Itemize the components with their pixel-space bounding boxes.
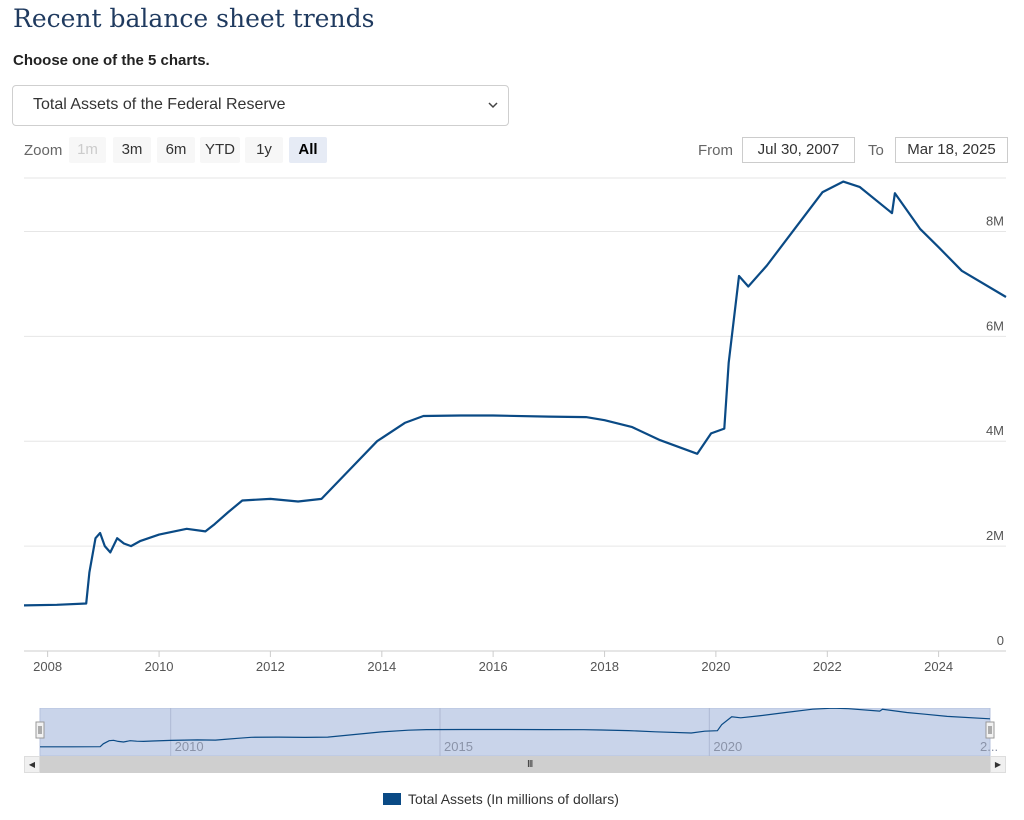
total-assets-series-line: [23, 180, 1007, 607]
x-tick-label: 2010: [145, 659, 174, 674]
zoom-1m-button[interactable]: 1m: [69, 137, 106, 163]
chart-legend[interactable]: Total Assets (In millions of dollars): [383, 791, 619, 807]
x-tick-label: 2012: [256, 659, 285, 674]
y-tick-label: 0: [997, 633, 1004, 648]
legend-swatch: [383, 793, 401, 805]
zoom-label: Zoom: [24, 142, 63, 159]
range-to-input[interactable]: Mar 18, 2025: [895, 137, 1008, 163]
zoom-ytd-button[interactable]: YTD: [200, 137, 240, 163]
chart-select-value: Total Assets of the Federal Reserve: [33, 96, 286, 113]
y-tick-label: 4M: [986, 423, 1004, 438]
chart-select[interactable]: Total Assets of the Federal Reserve: [12, 85, 509, 126]
navigator-tick-label: 2020: [713, 739, 742, 754]
line-chart: 0 2M 4M 6M 8M 2008 2010 2012 2014 2016 2018 2020 202…: [23, 177, 1007, 674]
x-tick-label: 2008: [33, 659, 62, 674]
scroll-left-arrow-icon[interactable]: ◀: [24, 756, 40, 773]
y-tick-label: 2M: [986, 528, 1004, 543]
zoom-6m-button[interactable]: 6m: [157, 137, 195, 163]
y-tick-label: 6M: [986, 318, 1004, 333]
scrollbar-grip-icon: III: [527, 759, 533, 770]
navigator-scrollbar[interactable]: ◀ III ▶: [24, 756, 1006, 773]
x-tick-label: 2020: [701, 659, 730, 674]
chevron-down-icon: [488, 102, 498, 109]
x-tick-label: 2018: [590, 659, 619, 674]
page-title: Recent balance sheet trends: [13, 4, 375, 33]
navigator-right-handle[interactable]: [985, 721, 995, 739]
scroll-right-arrow-icon[interactable]: ▶: [990, 756, 1006, 773]
x-tick-label: 2014: [367, 659, 396, 674]
scrollbar-thumb[interactable]: III: [40, 756, 990, 773]
range-to-label: To: [868, 142, 884, 159]
range-from-label: From: [698, 142, 733, 159]
y-tick-label: 8M: [986, 213, 1004, 228]
range-from-input[interactable]: Jul 30, 2007: [742, 137, 855, 163]
x-tick-label: 2022: [813, 659, 842, 674]
navigator-series-line: [40, 708, 991, 748]
chart-chooser-label: Choose one of the 5 charts.: [13, 52, 210, 69]
x-tick-label: 2016: [479, 659, 508, 674]
range-navigator[interactable]: 2010 2015 2020 2...: [24, 708, 1006, 756]
legend-label: Total Assets (In millions of dollars): [408, 791, 619, 807]
zoom-all-button[interactable]: All: [289, 137, 327, 163]
navigator-tick-label: 2...: [980, 739, 998, 754]
zoom-1y-button[interactable]: 1y: [245, 137, 283, 163]
x-tick-label: 2024: [924, 659, 953, 674]
zoom-3m-button[interactable]: 3m: [113, 137, 151, 163]
navigator-tick-label: 2010: [175, 739, 204, 754]
navigator-tick-label: 2015: [444, 739, 473, 754]
navigator-left-handle[interactable]: [35, 721, 45, 739]
